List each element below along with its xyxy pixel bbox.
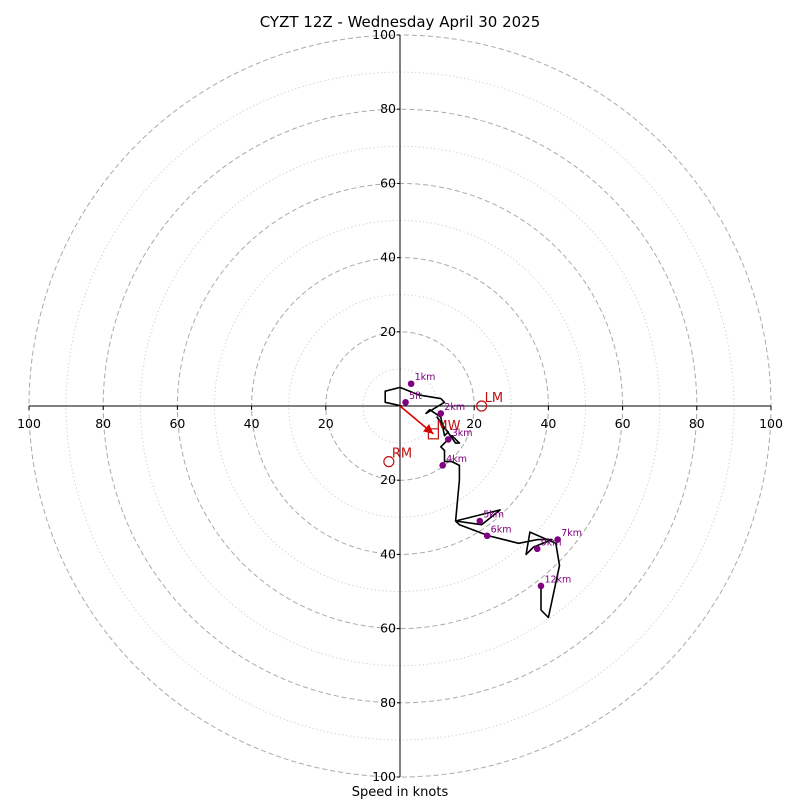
- tick-label-top-100: 100: [372, 27, 396, 42]
- height-marker-6km: [483, 532, 491, 540]
- height-label-5ft: 5ft: [409, 391, 422, 402]
- storm-marker-LM: [476, 400, 488, 412]
- tick-label-top-80: 80: [380, 101, 396, 116]
- tick-label-bottom-100: 100: [372, 769, 396, 784]
- height-marker-2km: [437, 410, 445, 417]
- tick-label-top-40: 40: [380, 250, 396, 265]
- height-label-3km: 3km: [452, 428, 473, 439]
- height-marker-9km: [533, 545, 541, 553]
- tick-labels: 20 40 60 80 100 20 40 60 80 100 100 80 60 40 20 20 40 60 8…: [17, 27, 783, 784]
- tick-label-right-20: 20: [466, 416, 482, 431]
- tick-label-bottom-80: 80: [380, 695, 396, 710]
- height-marker-4km: [439, 462, 446, 469]
- tick-label-right-40: 40: [540, 416, 556, 431]
- tick-label-bottom-60: 60: [380, 621, 396, 636]
- height-label-7km: 7km: [561, 528, 582, 539]
- height-marker-1km: [407, 380, 415, 388]
- tick-label-right-60: 60: [615, 416, 631, 431]
- height-label-9km: 9km: [541, 537, 562, 548]
- tick-label-top-20: 20: [380, 324, 396, 339]
- chart-title: CYZT 12Z - Wednesday April 30 2025: [260, 13, 541, 31]
- tick-label-right-100: 100: [759, 416, 783, 431]
- storm-label-LM: LM: [485, 391, 503, 406]
- tick-label-left-40: 40: [244, 416, 260, 431]
- tick-label-top-60: 60: [380, 175, 396, 190]
- tick-label-right-80: 80: [689, 416, 705, 431]
- height-marker-7km: [554, 536, 561, 543]
- storm-motion-markers: LM RM MW: [383, 391, 503, 468]
- height-label-12km: 12km: [544, 574, 571, 585]
- storm-marker-RM: [383, 456, 395, 468]
- height-marker-5ft: [402, 398, 409, 406]
- tick-label-left-60: 60: [169, 416, 185, 431]
- height-label-6km: 6km: [491, 524, 512, 535]
- tick-label-bottom-20: 20: [380, 472, 396, 487]
- tick-label-left-100: 100: [17, 416, 41, 431]
- height-marker-3km: [444, 436, 452, 443]
- hodograph-trace: [384, 386, 561, 619]
- height-label-4km: 4km: [446, 454, 467, 465]
- storm-label-MW: MW: [436, 419, 460, 434]
- height-label-2km: 2km: [444, 402, 465, 413]
- tick-label-left-20: 20: [318, 416, 334, 431]
- storm-label-RM: RM: [392, 447, 412, 462]
- height-label-1km: 1km: [415, 372, 436, 383]
- height-label-5km: 5km: [483, 510, 504, 521]
- height-marker-5km: [476, 517, 484, 525]
- tick-label-bottom-40: 40: [380, 546, 396, 561]
- tick-label-left-80: 80: [95, 416, 111, 431]
- x-axis-label: Speed in knots: [352, 785, 449, 800]
- storm-marker-MW: [427, 428, 439, 440]
- height-marker-12km: [537, 582, 545, 590]
